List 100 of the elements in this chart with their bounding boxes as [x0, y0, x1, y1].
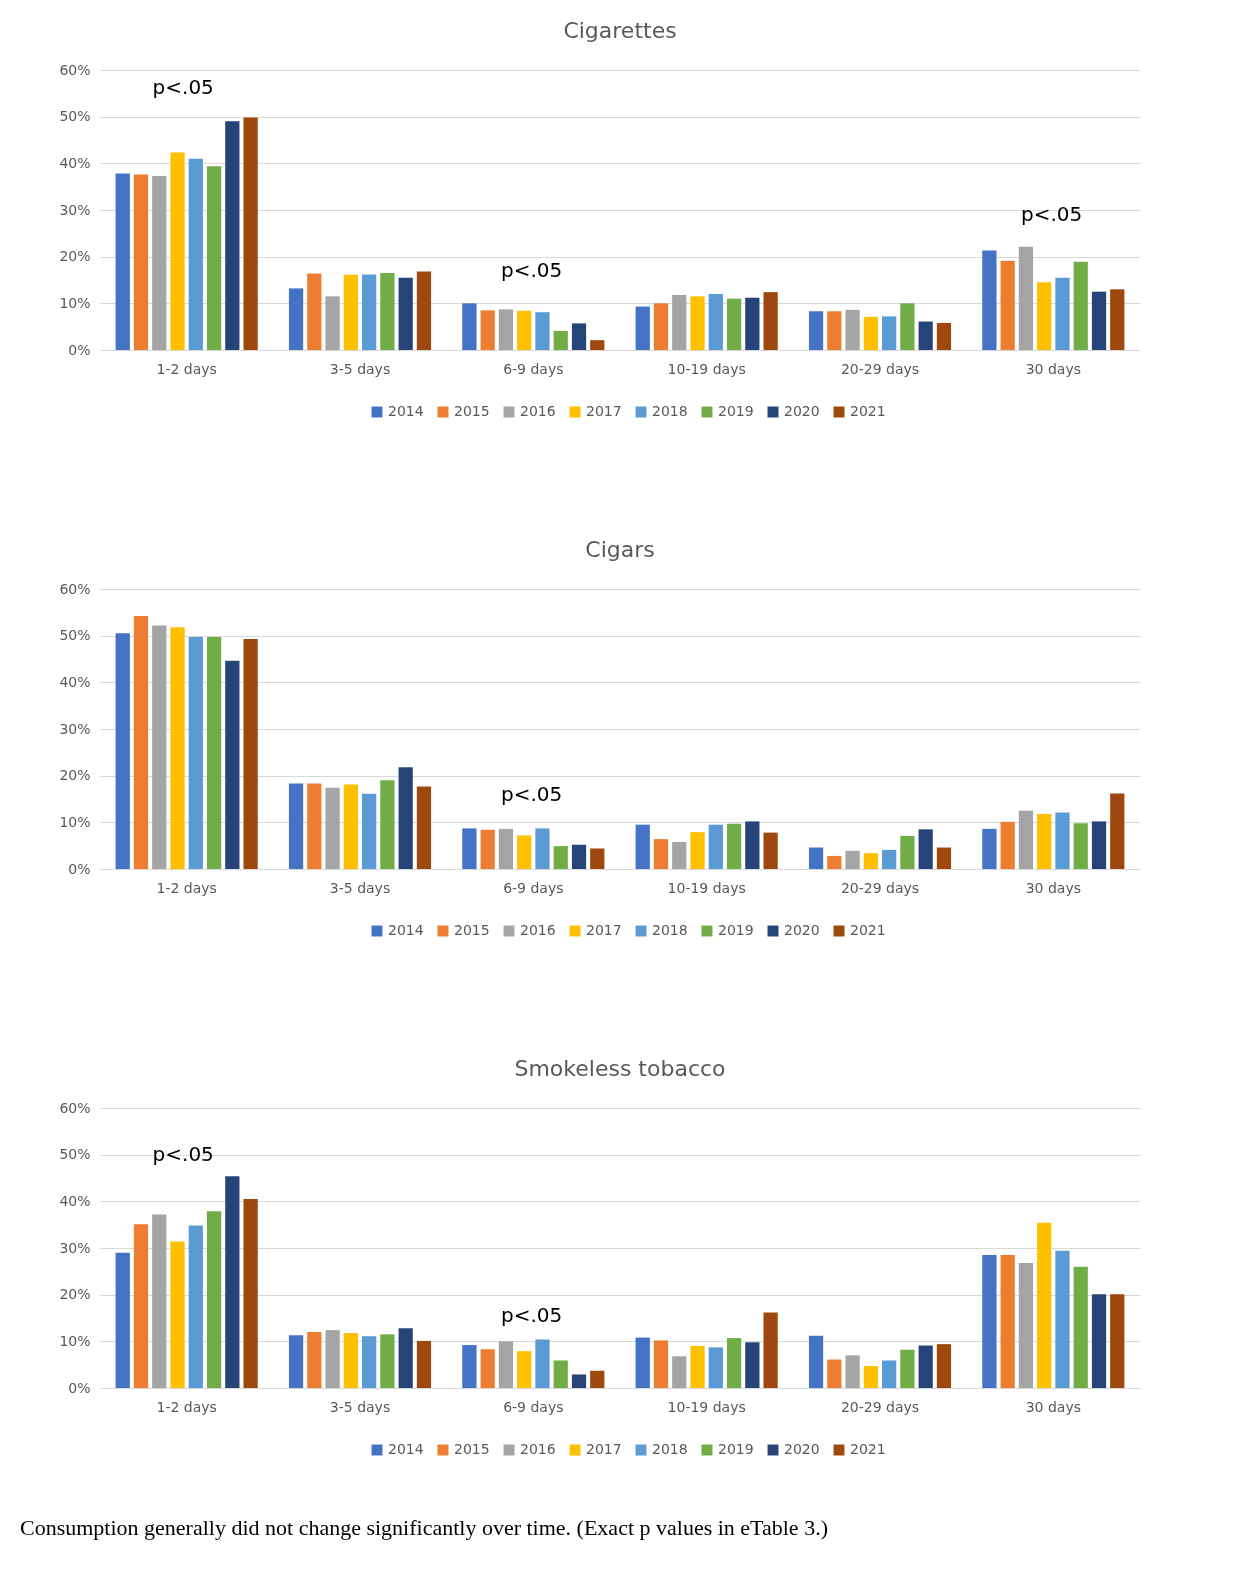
bar [726, 298, 742, 350]
bar [635, 1337, 650, 1388]
bar [845, 850, 860, 869]
chart-title: Smokeless tobacco [514, 1056, 726, 1081]
bar [325, 1330, 340, 1388]
bar [362, 274, 377, 350]
bar [918, 829, 933, 869]
bar [553, 330, 568, 350]
bar [882, 1360, 897, 1388]
bar [325, 296, 340, 350]
bar [288, 288, 304, 350]
bar [900, 1349, 915, 1388]
bar [635, 306, 650, 350]
bar [398, 277, 413, 350]
bar [152, 625, 167, 869]
bar [763, 832, 778, 869]
bar [398, 1328, 413, 1388]
bar [307, 1332, 322, 1388]
bar [900, 835, 915, 869]
bar [188, 1225, 203, 1388]
bar [863, 1366, 878, 1388]
x-tick-label: 3-5 days [329, 1398, 391, 1415]
bar [1055, 277, 1070, 350]
bar [480, 1349, 495, 1388]
y-tick-label: 40% [59, 673, 91, 690]
bar [982, 828, 997, 869]
x-tick-label: 30 days [1025, 879, 1081, 896]
legend-label: 2018 [652, 922, 688, 938]
bar [918, 1345, 933, 1388]
x-tick-label: 30 days [1025, 360, 1081, 377]
bar [288, 1335, 304, 1388]
bar [936, 322, 952, 350]
y-tick-label: 50% [59, 627, 91, 644]
bar [462, 303, 477, 350]
bar [498, 828, 514, 869]
bar [590, 1370, 605, 1388]
legend-label: 2016 [520, 1441, 556, 1457]
bar [416, 786, 432, 869]
bar [690, 296, 705, 350]
chart-title: Cigars [585, 537, 655, 562]
bar [206, 1211, 222, 1388]
y-tick-label: 30% [59, 720, 91, 737]
bar [1018, 1262, 1034, 1388]
bar [133, 616, 149, 869]
y-tick-label: 0% [68, 341, 91, 358]
annotation: p<.05 [152, 75, 214, 99]
bar [206, 166, 222, 350]
bar [1073, 823, 1088, 869]
bar [535, 1339, 550, 1388]
bar [343, 274, 358, 350]
bar [225, 1176, 240, 1388]
legend-label: 2014 [388, 1441, 424, 1457]
y-tick-label: 20% [59, 1286, 91, 1303]
bar [1073, 1266, 1088, 1388]
y-tick-label: 30% [59, 1239, 91, 1256]
bar [1037, 282, 1052, 350]
bar [918, 321, 933, 350]
bar [535, 828, 550, 869]
x-tick-label: 10-19 days [667, 879, 746, 896]
bar [416, 271, 432, 350]
bar [480, 310, 495, 350]
bar [653, 303, 669, 350]
bar [243, 117, 258, 350]
bar [170, 152, 185, 350]
legend-label: 2014 [388, 403, 424, 419]
bar [763, 292, 778, 350]
bar [590, 340, 605, 350]
legend-label: 2018 [652, 1441, 688, 1457]
x-tick-label: 20-29 days [840, 879, 920, 896]
annotation: p<.05 [152, 1142, 214, 1167]
bar [672, 1356, 687, 1388]
y-tick-label: 0% [68, 1379, 91, 1396]
x-tick-label: 10-19 days [667, 360, 746, 377]
bar [827, 1359, 842, 1388]
bar [553, 846, 568, 869]
bar [133, 1224, 149, 1388]
bar [380, 780, 395, 869]
bar [343, 784, 358, 869]
bar [225, 121, 240, 350]
y-tick-label: 20% [59, 767, 91, 784]
bar [745, 1342, 760, 1388]
legend-label: 2019 [718, 403, 754, 419]
bar [188, 637, 203, 869]
bar [808, 311, 824, 350]
bar [863, 853, 878, 869]
bar [498, 309, 514, 350]
bar [553, 1360, 568, 1388]
bar [653, 839, 669, 869]
y-tick-label: 50% [59, 108, 91, 125]
bar [325, 787, 340, 869]
bar [115, 633, 130, 869]
bar [380, 1334, 395, 1388]
bar [653, 1340, 669, 1388]
legend-label: 2015 [454, 403, 490, 419]
x-tick-label: 20-29 days [840, 1398, 920, 1415]
y-tick-label: 0% [68, 860, 91, 877]
bar [307, 783, 322, 869]
legend-label: 2015 [454, 922, 490, 938]
bar [1000, 1255, 1015, 1388]
bar [708, 294, 723, 350]
